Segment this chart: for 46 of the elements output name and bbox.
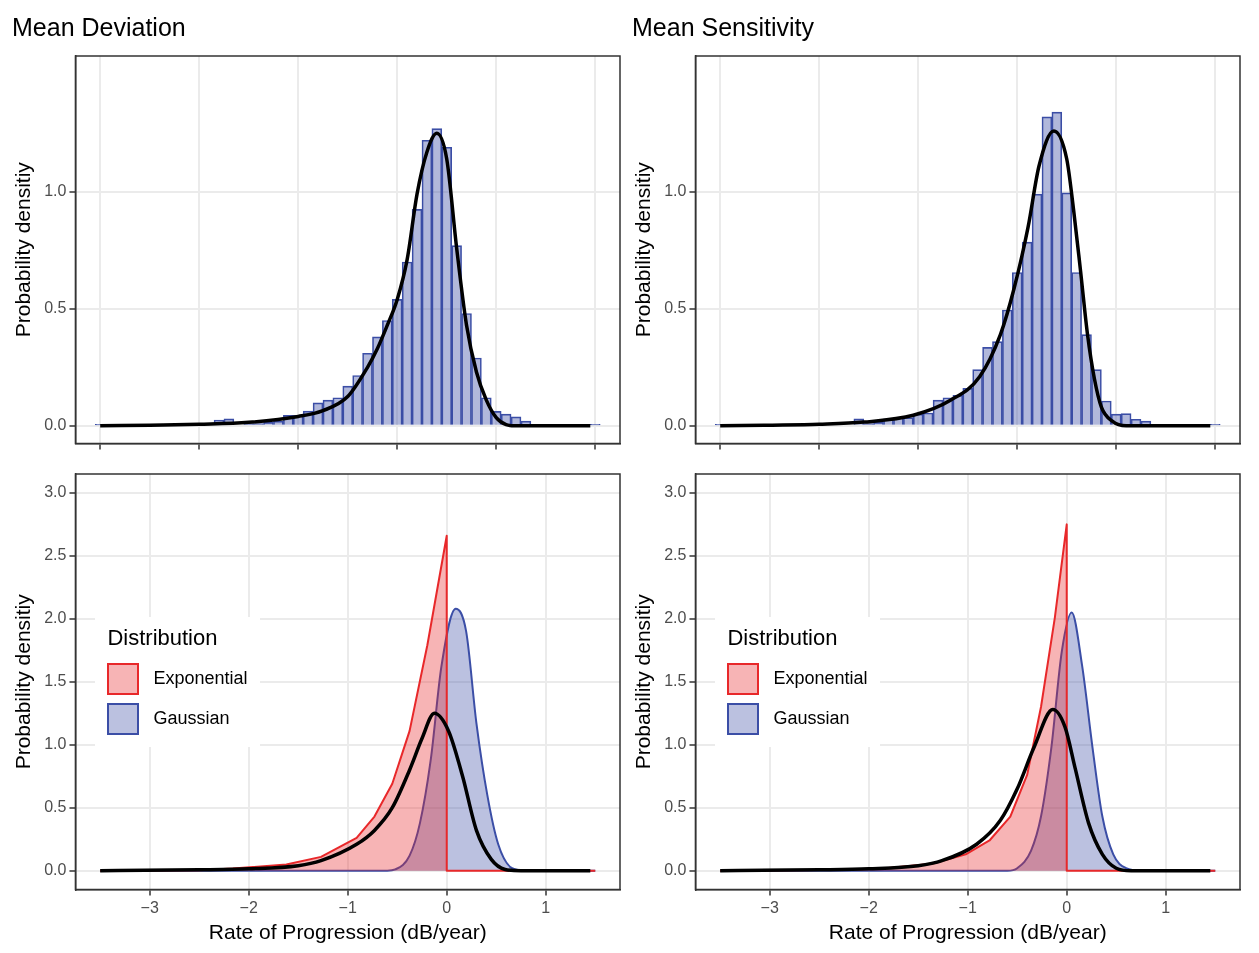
x-tick-label: 0: [1062, 898, 1072, 916]
legend-label: Gaussian: [153, 708, 230, 730]
y-tick-label: 1.0: [44, 182, 67, 200]
y-tick-label: 3.0: [664, 483, 687, 501]
y-axis-title: Probability densitiy: [11, 161, 35, 338]
legend-title: Distribution: [107, 624, 219, 651]
y-tick-label: 2.5: [44, 546, 67, 564]
y-tick-label: 1.0: [44, 735, 67, 753]
line-series: [98, 711, 593, 873]
y-axis-title: Probability densitiy: [631, 161, 655, 338]
chart-title: Mean Deviation: [12, 12, 186, 41]
y-tick-label: 3.0: [44, 483, 67, 501]
y-tick-label: 0.5: [664, 299, 687, 317]
legend-label: Exponential: [153, 668, 248, 690]
x-tick-label: −1: [958, 898, 977, 916]
y-tick-label: 2.0: [664, 609, 687, 627]
y-tick-label: 0.0: [44, 861, 67, 879]
y-tick-label: 0.0: [664, 416, 687, 434]
y-tick-label: 1.5: [44, 672, 67, 690]
legend-label: Gaussian: [773, 708, 850, 730]
x-tick-label: −3: [140, 898, 159, 916]
y-tick-label: 0.5: [44, 798, 67, 816]
legend-label: Exponential: [773, 668, 868, 690]
y-tick-label: 0.5: [664, 798, 687, 816]
y-axis-title: Probability densitiy: [11, 593, 35, 770]
y-tick-label: 1.0: [664, 182, 687, 200]
x-axis-title: Rate of Progression (dB/year): [828, 920, 1107, 944]
y-tick-label: 1.5: [664, 672, 687, 690]
x-tick-label: −2: [239, 898, 258, 916]
y-tick-label: 0.0: [664, 861, 687, 879]
line-series: [718, 707, 1213, 873]
y-tick-label: 2.5: [664, 546, 687, 564]
x-tick-label: 1: [1161, 898, 1171, 916]
x-tick-label: −2: [859, 898, 878, 916]
chart-title: Mean Sensitivity: [632, 12, 815, 41]
x-tick-label: −3: [760, 898, 779, 916]
x-tick-label: 1: [541, 898, 551, 916]
x-axis-title: Rate of Progression (dB/year): [208, 920, 487, 944]
y-tick-label: 2.0: [44, 609, 67, 627]
x-tick-label: 0: [442, 898, 452, 916]
x-tick-label: −1: [338, 898, 357, 916]
y-axis-title: Probability densitiy: [631, 593, 655, 770]
y-tick-label: 0.5: [44, 299, 67, 317]
legend-title: Distribution: [727, 624, 839, 651]
y-tick-label: 0.0: [44, 416, 67, 434]
y-tick-label: 1.0: [664, 735, 687, 753]
